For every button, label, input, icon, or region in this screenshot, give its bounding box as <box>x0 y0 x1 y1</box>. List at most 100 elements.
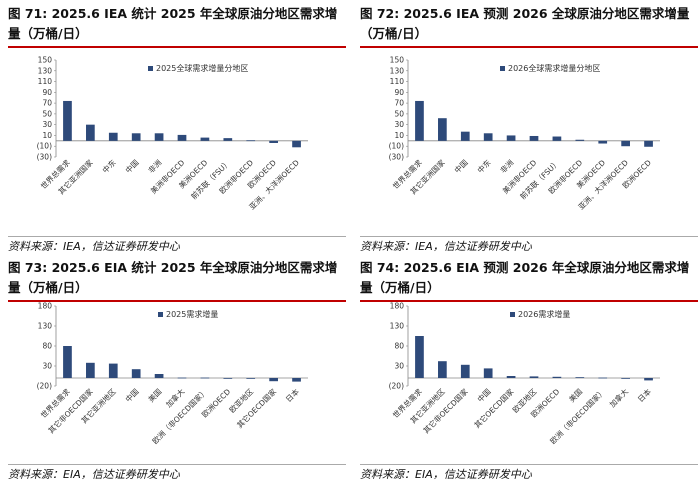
bar <box>86 362 95 378</box>
category-label: 前苏联（FSU） <box>188 157 232 201</box>
chart-panel-73: 图 73: 2025.6 EIA 统计 2025 年全球原油分地区需求增量（万桶… <box>8 258 348 498</box>
y-tick-label: (30) <box>37 153 52 162</box>
bar <box>460 364 470 378</box>
y-tick-label: 130 <box>38 66 53 75</box>
y-tick-label: 130 <box>38 322 53 331</box>
y-tick-label: (20) <box>37 382 52 391</box>
chart-panel-72: 图 72: 2025.6 IEA 预测 2026 全球原油分地区需求增量（万桶/… <box>360 4 700 253</box>
bar <box>415 100 424 141</box>
category-label: 中国 <box>452 157 470 175</box>
y-tick-label: 50 <box>394 109 404 118</box>
bar <box>506 376 516 378</box>
bar <box>552 376 562 378</box>
bar <box>529 135 539 141</box>
bar <box>223 138 233 141</box>
legend-label: 2025需求增量 <box>166 309 218 319</box>
legend-swatch <box>510 312 515 317</box>
bar <box>63 100 72 141</box>
panel-source: 资料来源：EIA，信达证券研发中心 <box>360 464 698 482</box>
category-label: 中国 <box>123 386 141 404</box>
bar <box>644 140 653 147</box>
category-label: 中国 <box>123 157 141 175</box>
bar <box>292 378 301 382</box>
legend-label: 2026全球需求增量分地区 <box>508 63 600 73</box>
panel-source: 资料来源：EIA，信达证券研发中心 <box>8 464 346 482</box>
y-tick-label: (10) <box>37 142 52 151</box>
y-tick-label: 180 <box>390 302 405 311</box>
bar <box>177 134 187 141</box>
bar <box>292 140 301 148</box>
panel-title: 图 72: 2025.6 IEA 预测 2026 全球原油分地区需求增量（万桶/… <box>360 4 698 48</box>
category-label: 加拿大 <box>607 386 630 409</box>
category-label: 前苏联（FSU） <box>518 157 562 201</box>
legend-swatch <box>148 66 153 71</box>
bar <box>131 369 141 378</box>
bar <box>438 118 447 141</box>
panel-title: 图 74: 2025.6 EIA 预测 2026 年全球原油分地区需求增量（万桶… <box>360 258 698 302</box>
y-tick-label: 150 <box>390 56 405 65</box>
legend-swatch <box>158 312 163 317</box>
category-label: 日本 <box>635 386 653 404</box>
legend-label: 2026需求增量 <box>518 309 570 319</box>
category-label: 日本 <box>283 386 301 404</box>
y-tick-label: 110 <box>38 77 53 86</box>
bar <box>63 346 72 378</box>
bar <box>483 368 493 378</box>
category-label: 中东 <box>475 157 493 175</box>
panel-source: 资料来源：IEA，信达证券研发中心 <box>8 236 346 254</box>
category-label: 非洲 <box>146 157 164 175</box>
chart-panel-74: 图 74: 2025.6 EIA 预测 2026 年全球原油分地区需求增量（万桶… <box>360 258 700 498</box>
y-tick-label: (20) <box>389 382 404 391</box>
legend-swatch <box>500 66 505 71</box>
legend-label: 2025全球需求增量分地区 <box>156 63 248 73</box>
category-label: 美国 <box>567 386 585 404</box>
y-tick-label: 10 <box>394 131 404 140</box>
bar <box>506 135 516 141</box>
bar <box>108 363 118 378</box>
bar <box>598 140 608 144</box>
category-label: 美国 <box>146 386 164 404</box>
y-tick-label: 130 <box>390 66 405 75</box>
bar <box>154 133 164 141</box>
panel-title: 图 73: 2025.6 EIA 统计 2025 年全球原油分地区需求增量（万桶… <box>8 258 346 302</box>
bar <box>86 124 95 141</box>
bar <box>269 140 278 143</box>
bar <box>644 378 653 381</box>
bar <box>598 377 608 379</box>
y-tick-label: 90 <box>394 88 404 97</box>
panel-source: 资料来源：IEA，信达证券研发中心 <box>360 236 698 254</box>
chart-panel-71: 图 71: 2025.6 IEA 统计 2025 年全球原油分地区需求增量（万桶… <box>8 4 348 253</box>
y-tick-label: 90 <box>42 88 52 97</box>
category-label: 中国 <box>475 386 493 404</box>
y-tick-label: 30 <box>394 120 404 129</box>
bar <box>529 376 539 378</box>
panel-title: 图 71: 2025.6 IEA 统计 2025 年全球原油分地区需求增量（万桶… <box>8 4 346 48</box>
bar <box>177 377 187 379</box>
y-tick-label: 150 <box>38 56 53 65</box>
category-label: 中东 <box>100 157 118 175</box>
category-label: 其它OECD国家 <box>234 386 278 430</box>
bar <box>131 133 141 141</box>
bar <box>154 374 164 378</box>
y-tick-label: 30 <box>394 362 404 371</box>
bar <box>483 133 493 141</box>
y-tick-label: 80 <box>42 342 52 351</box>
y-tick-label: 80 <box>394 342 404 351</box>
bar <box>575 377 585 378</box>
bar <box>108 132 118 141</box>
bar <box>621 140 630 147</box>
y-tick-label: 110 <box>390 77 405 86</box>
y-tick-label: 70 <box>394 99 404 108</box>
y-tick-label: 70 <box>42 99 52 108</box>
bar <box>223 378 233 379</box>
bar <box>200 377 210 379</box>
category-label: 其它OECD国家 <box>472 386 516 430</box>
bar <box>246 378 256 379</box>
y-tick-label: 30 <box>42 120 52 129</box>
y-tick-label: 50 <box>42 109 52 118</box>
category-label: 非洲 <box>498 157 516 175</box>
